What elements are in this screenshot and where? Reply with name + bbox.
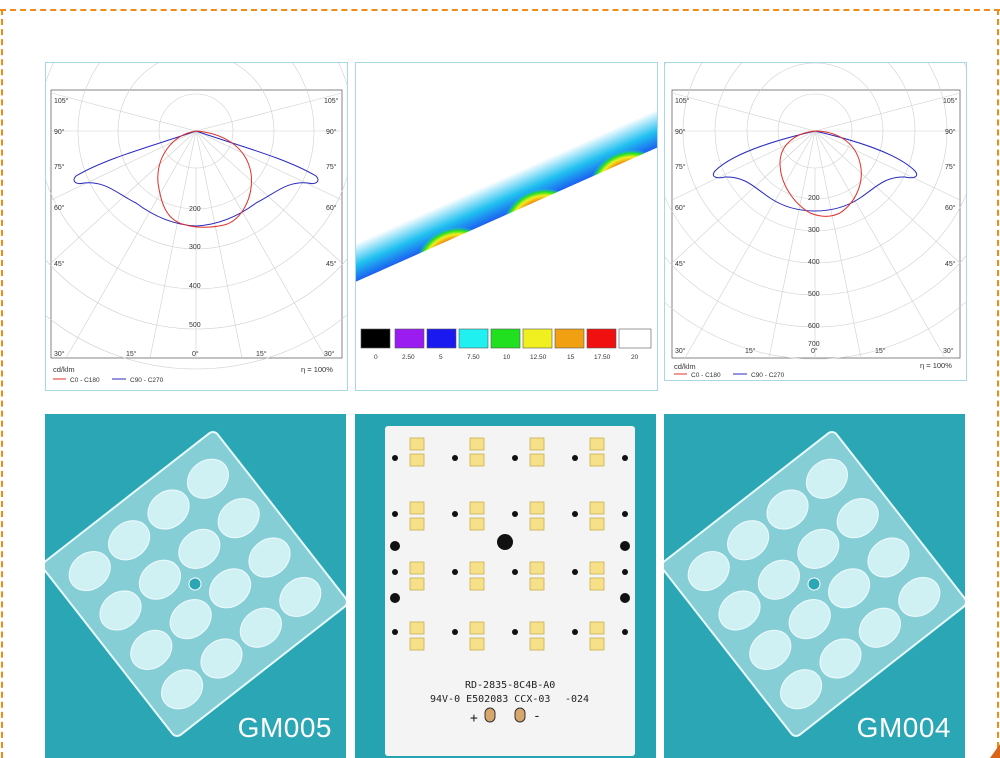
left-angle-label: 105° xyxy=(675,97,690,105)
right-angle-label: 75° xyxy=(326,163,337,171)
left-angle-label: 30° xyxy=(54,350,65,358)
bottom-angle-label: 0° xyxy=(192,350,199,358)
left-angle-label: 45° xyxy=(675,260,686,268)
left-angle-label: 75° xyxy=(54,163,65,171)
scale-label: 5 xyxy=(439,354,443,361)
unit-label: cd/klm xyxy=(53,365,75,374)
legend-c0: C0 - C180 xyxy=(691,372,721,379)
scale-label: 20 xyxy=(631,354,639,361)
radial-label: 200 xyxy=(189,206,201,213)
left-angle-label: 60° xyxy=(675,204,686,212)
right-angle-label: 30° xyxy=(943,347,954,355)
top-dashed-border xyxy=(0,9,1000,11)
right-angle-label: 90° xyxy=(945,128,956,136)
polar-diagram-right: 105° 90° 75° 60° 45° 30° 105° 90° 75° 60… xyxy=(664,62,967,381)
bottom-angle-label: 15° xyxy=(256,350,267,358)
scale-swatch xyxy=(490,328,521,349)
radial-label: 700 xyxy=(808,341,820,348)
scale-label: 7.50 xyxy=(467,354,480,361)
illuminance-plot: 0 2.50 5 7.50 10 12.50 15 17.50 20 xyxy=(355,62,658,391)
legend-c90: C90 - C270 xyxy=(130,377,164,384)
bottom-angle-label: 0° xyxy=(811,347,818,355)
legend-c90: C90 - C270 xyxy=(751,372,785,379)
left-angle-label: 30° xyxy=(675,347,686,355)
radial-label: 300 xyxy=(808,227,820,234)
right-angle-label: 45° xyxy=(326,260,337,268)
scale-swatch xyxy=(618,328,652,349)
right-angle-label: 105° xyxy=(943,97,958,105)
lens-photo-gm004: GM004 xyxy=(664,414,965,758)
efficiency-label: η = 100% xyxy=(920,361,952,370)
scale-swatch xyxy=(586,328,617,349)
bottom-angle-label: 15° xyxy=(875,347,886,355)
legend-c0: C0 - C180 xyxy=(70,377,100,384)
pcb-photo: RD-2835-8C4B-A0 94V-0 E502083 CCX-03 -02… xyxy=(355,414,656,758)
radial-label: 400 xyxy=(808,259,820,266)
scale-label: 10 xyxy=(503,354,511,361)
radial-label: 600 xyxy=(808,323,820,330)
efficiency-label: η = 100% xyxy=(301,365,333,374)
scale-swatch xyxy=(554,328,585,349)
scale-label: 15 xyxy=(567,354,575,361)
lens-photo-gm005: GM005 xyxy=(45,414,346,758)
left-angle-label: 75° xyxy=(675,163,686,171)
right-angle-label: 75° xyxy=(945,163,956,171)
radial-label: 400 xyxy=(189,283,201,290)
pcb-minus-label: - xyxy=(533,709,541,724)
polar-diagram-left: 105° 90° 75° 60° 45° 30° 105° 90° 75° 60… xyxy=(45,62,348,391)
left-dashed-border xyxy=(1,9,3,758)
corner-arrow-icon xyxy=(990,744,1000,758)
pcb-code-text: -024 xyxy=(565,694,589,705)
right-angle-label: 30° xyxy=(324,350,335,358)
left-angle-label: 60° xyxy=(54,204,65,212)
scale-swatch xyxy=(522,328,553,349)
product-caption: GM005 xyxy=(237,712,332,743)
scale-label: 0 xyxy=(374,354,378,361)
right-angle-label: 90° xyxy=(326,128,337,136)
bottom-angle-label: 15° xyxy=(126,350,137,358)
scale-swatch xyxy=(394,328,425,349)
right-angle-label: 105° xyxy=(324,97,339,105)
pcb-plus-label: + xyxy=(470,711,478,726)
scale-label: 12.50 xyxy=(530,354,547,361)
right-angle-label: 60° xyxy=(945,204,956,212)
left-angle-label: 90° xyxy=(675,128,686,136)
right-dashed-border xyxy=(997,9,999,758)
radial-label: 500 xyxy=(189,322,201,329)
scale-swatch xyxy=(426,328,457,349)
scale-label: 17.50 xyxy=(594,354,611,361)
left-angle-label: 105° xyxy=(54,97,69,105)
scale-swatch xyxy=(458,328,489,349)
scale-label: 2.50 xyxy=(402,354,415,361)
left-angle-label: 45° xyxy=(54,260,65,268)
radial-label: 500 xyxy=(808,291,820,298)
radial-label: 200 xyxy=(808,195,820,202)
radial-label: 300 xyxy=(189,244,201,251)
right-angle-label: 45° xyxy=(945,260,956,268)
pcb-spec-text: 94V-0 E502083 CCX-03 xyxy=(430,694,550,705)
unit-label: cd/klm xyxy=(674,362,696,371)
product-caption: GM004 xyxy=(856,712,951,743)
pcb-model-text: RD-2835-8C4B-A0 xyxy=(465,680,555,691)
scale-swatch xyxy=(360,328,391,349)
right-angle-label: 60° xyxy=(326,204,337,212)
bottom-angle-label: 15° xyxy=(745,347,756,355)
left-angle-label: 90° xyxy=(54,128,65,136)
